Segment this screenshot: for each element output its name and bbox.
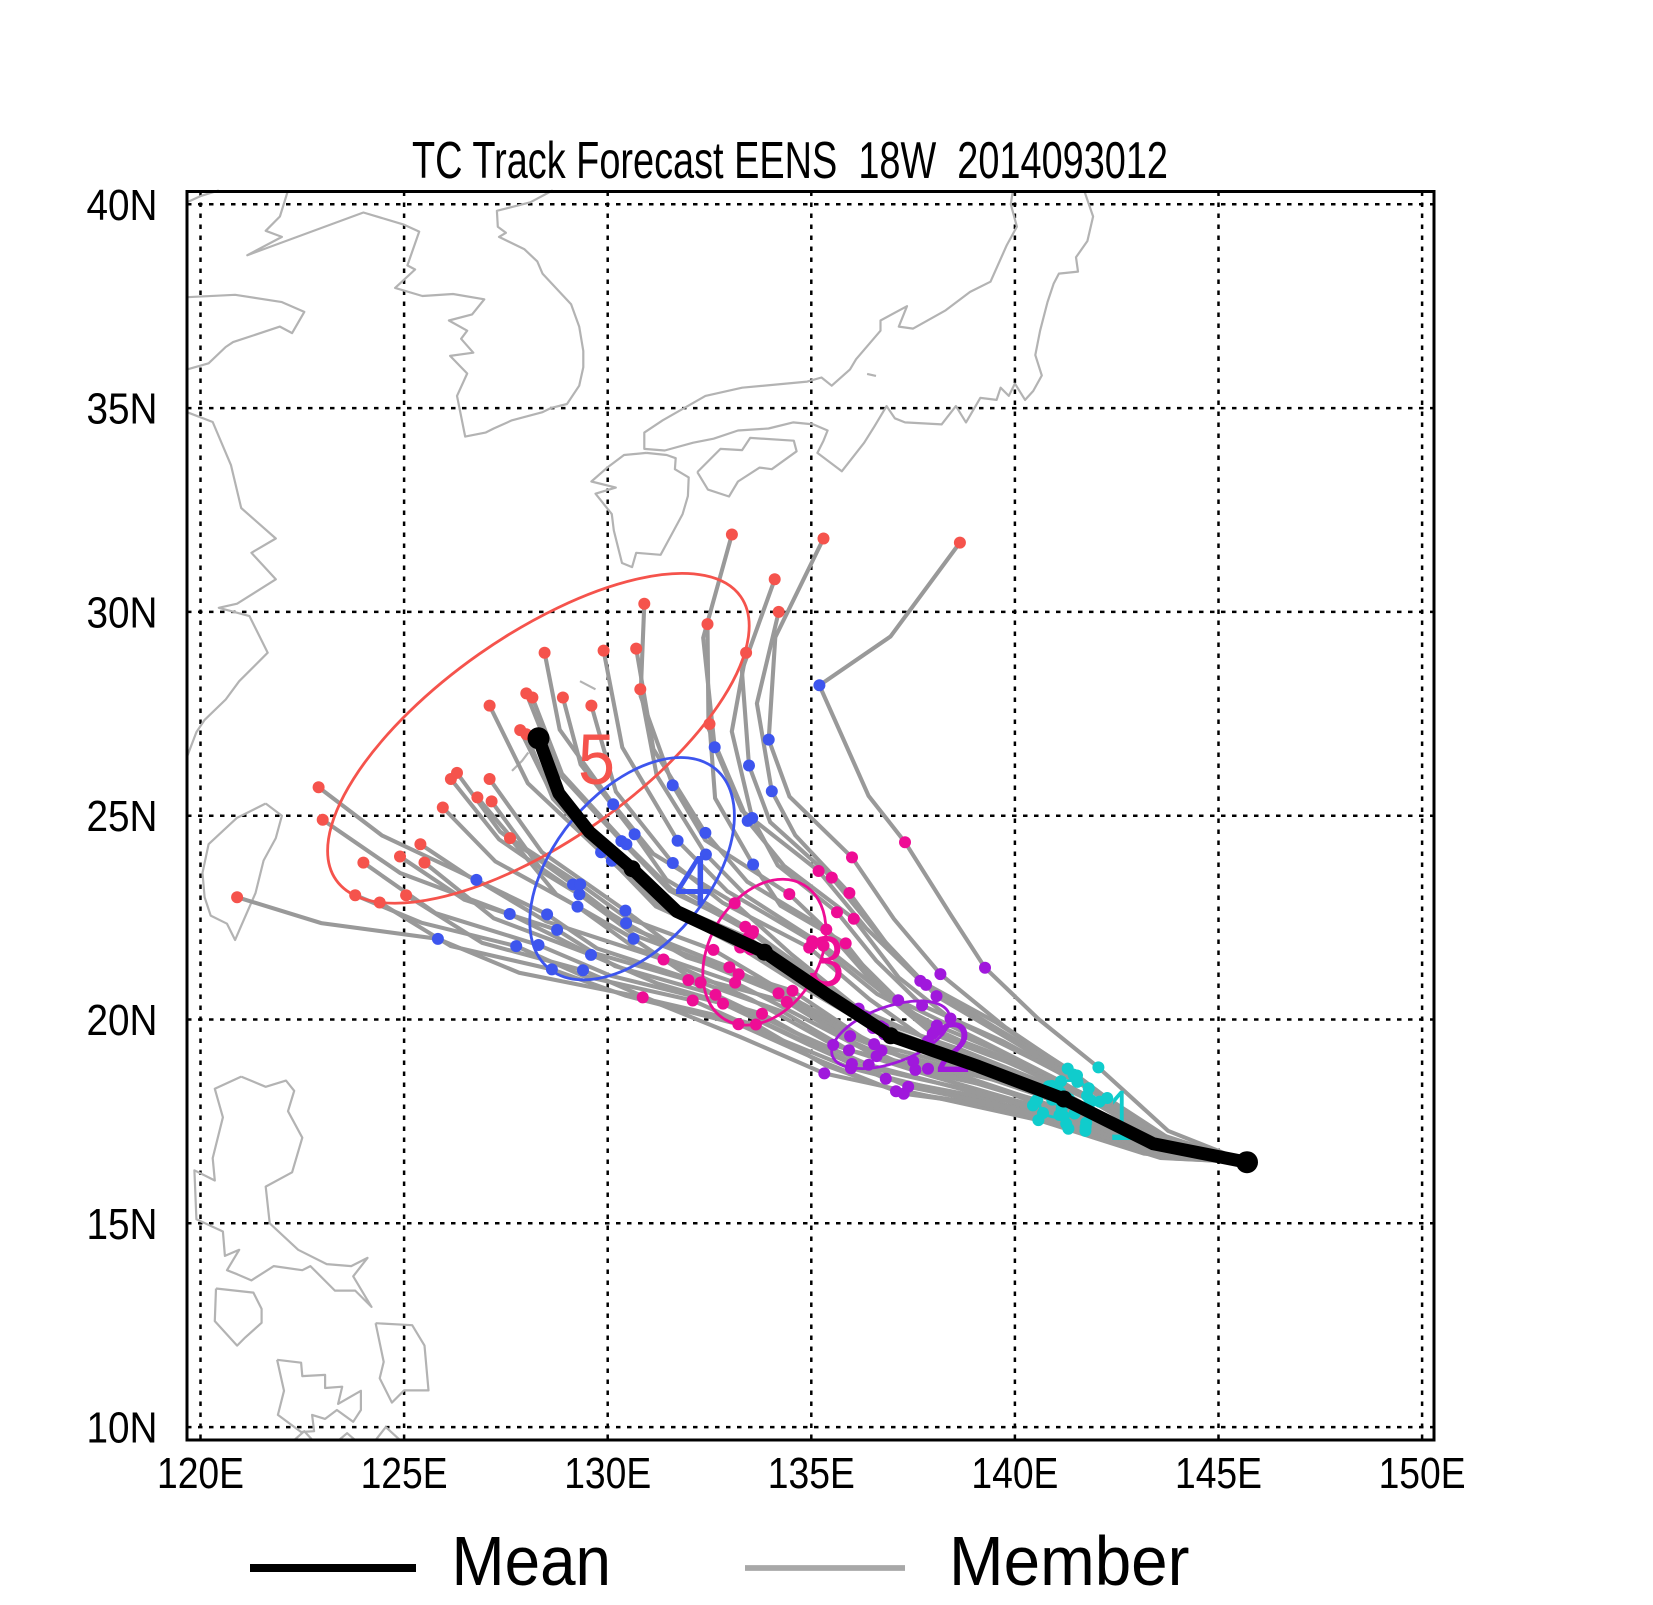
svg-text:35N: 35N (87, 386, 158, 434)
svg-text:15N: 15N (87, 1201, 158, 1249)
svg-text:Member: Member (949, 1522, 1190, 1600)
svg-text:20N: 20N (87, 997, 158, 1045)
svg-text:145E: 145E (1175, 1450, 1262, 1498)
svg-text:Mean: Mean (452, 1522, 612, 1600)
svg-text:25N: 25N (87, 793, 158, 841)
svg-text:135E: 135E (768, 1450, 855, 1498)
svg-text:30N: 30N (87, 589, 158, 637)
svg-text:130E: 130E (564, 1450, 651, 1498)
svg-text:TC Track Forecast EENS 18W 2: TC Track Forecast EENS 18W 2014093012 (412, 132, 1168, 190)
svg-text:150E: 150E (1379, 1450, 1466, 1498)
svg-text:120E: 120E (157, 1450, 244, 1498)
svg-text:125E: 125E (361, 1450, 448, 1498)
svg-text:10N: 10N (87, 1405, 158, 1453)
svg-text:5: 5 (578, 721, 615, 800)
svg-text:140E: 140E (971, 1450, 1058, 1498)
svg-text:40N: 40N (87, 182, 158, 230)
